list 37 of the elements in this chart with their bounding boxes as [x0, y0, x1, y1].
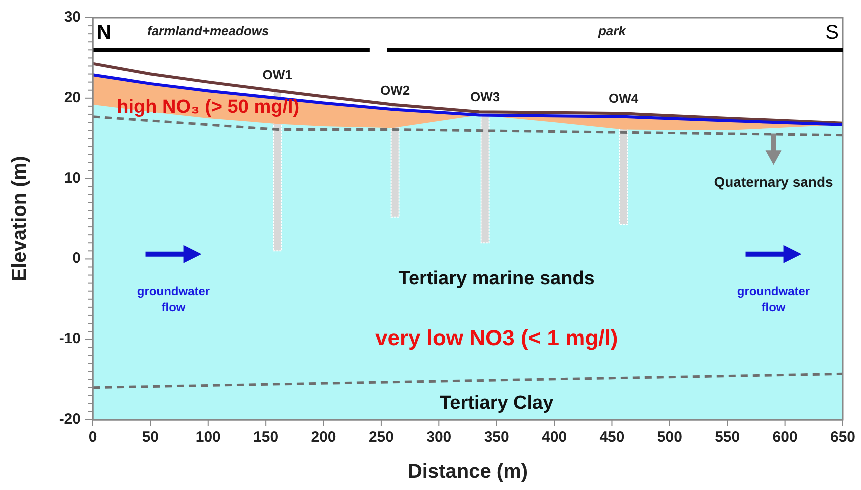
x-tick-label: 350 — [484, 429, 510, 446]
x-tick-label: 50 — [142, 429, 160, 446]
annotation: farmland+meadows — [148, 24, 270, 39]
x-tick-label: 150 — [254, 429, 279, 446]
x-tick-label: 100 — [196, 429, 221, 446]
annotation: groundwater flow — [137, 284, 210, 314]
x-tick-label: 500 — [657, 429, 682, 446]
annotation: very low NO3 (< 1 mg/l) — [376, 325, 618, 350]
y-axis-title: Elevation (m) — [9, 156, 31, 282]
x-tick-label: 650 — [830, 429, 856, 446]
y-tick-label: -10 — [59, 330, 81, 348]
annotation: groundwater flow — [737, 284, 810, 314]
x-tick-label: 550 — [715, 429, 740, 446]
x-tick-label: 600 — [772, 429, 798, 446]
x-axis-title: Distance (m) — [408, 461, 528, 483]
annotation: S — [826, 22, 839, 44]
x-tick-label: 0 — [88, 429, 98, 446]
annotation: OW3 — [470, 90, 500, 105]
annotation: Tertiary Clay — [440, 392, 554, 414]
x-tick-label: 400 — [542, 429, 568, 446]
y-tick-label: 10 — [64, 170, 81, 187]
x-tick-label: 250 — [368, 429, 394, 446]
y-tick-label: 30 — [64, 8, 81, 26]
y-tick-label: 20 — [64, 89, 81, 106]
annotation: Quaternary sands — [714, 174, 834, 190]
annotation: Tertiary marine sands — [398, 268, 595, 290]
annotation: park — [597, 24, 627, 39]
annotation: OW1 — [262, 68, 292, 84]
x-tick-label: 450 — [600, 429, 625, 446]
annotation: OW2 — [380, 83, 410, 98]
y-tick-label: 0 — [72, 250, 81, 268]
x-tick-label: 300 — [426, 429, 452, 446]
line-series — [92, 62, 844, 125]
annotation: OW4 — [608, 91, 640, 106]
x-tick-label: 200 — [311, 429, 336, 446]
annotation: N — [97, 22, 112, 44]
y-tick-label: -20 — [59, 410, 81, 428]
